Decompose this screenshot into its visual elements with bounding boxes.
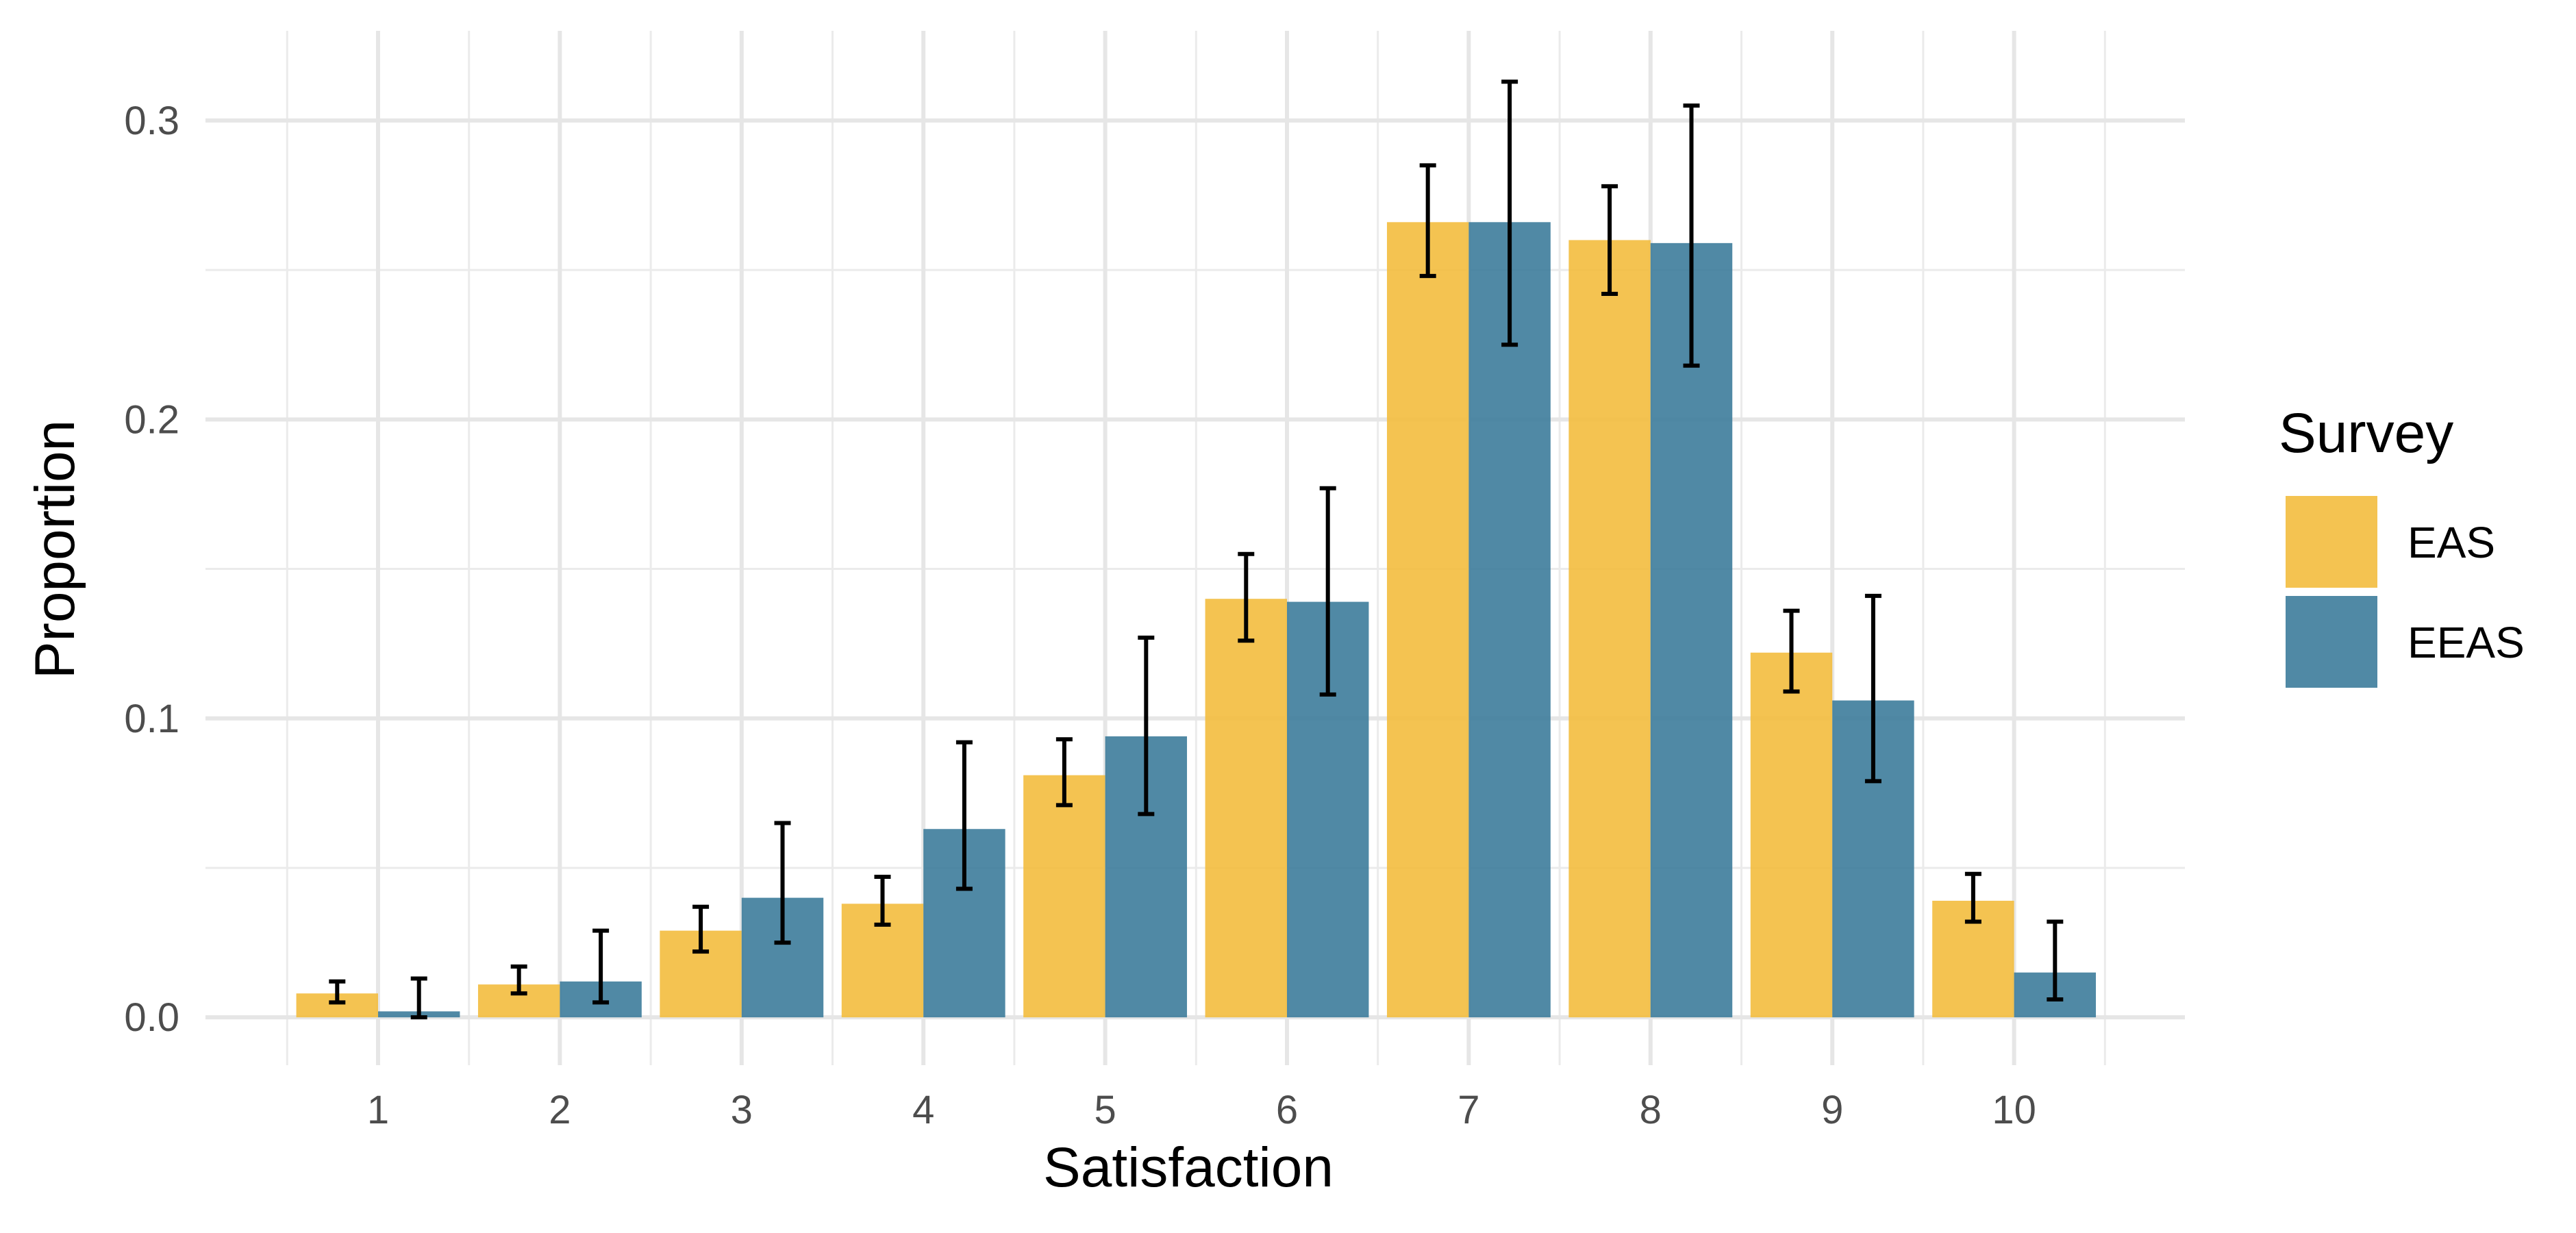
- errorbar-eeas-8: [1683, 103, 1700, 368]
- errorbar-eas-8: [1601, 184, 1618, 297]
- errorbar-eeas-2: [592, 928, 610, 1005]
- x-tick-label: 7: [1458, 1088, 1479, 1132]
- errorbar-eas-7: [1419, 163, 1436, 278]
- minor-gridlines: [205, 31, 2185, 1065]
- legend-label-eas: EAS: [2408, 518, 2495, 567]
- bar-eeas-7: [1468, 222, 1551, 1018]
- x-tick-label: 8: [1640, 1088, 1662, 1132]
- errorbar-eeas-5: [1138, 635, 1155, 817]
- bar-eas-5: [1023, 775, 1105, 1018]
- x-tick-label: 9: [1821, 1088, 1843, 1132]
- errorbar-eeas-4: [955, 740, 973, 891]
- y-tick-label: 0.1: [124, 697, 179, 741]
- errorbar-eeas-7: [1501, 79, 1518, 347]
- legend: Survey EAS EEAS: [2279, 402, 2525, 688]
- errorbar-eeas-3: [774, 821, 791, 945]
- errorbar-eas-6: [1238, 551, 1255, 643]
- bar-eeas-8: [1650, 242, 1733, 1018]
- y-axis-title: Proportion: [24, 420, 86, 679]
- x-tick-labels: 1 2 3 4 5 6 7 8 9 10: [367, 1088, 2036, 1132]
- bar-eas-9: [1750, 652, 1833, 1018]
- bar-eas-8: [1568, 240, 1651, 1018]
- errorbar-eeas-1: [410, 976, 427, 1020]
- x-tick-label: 10: [1992, 1088, 2036, 1132]
- y-tick-labels: 0.0 0.1 0.2 0.3: [124, 99, 179, 1040]
- bar-eas-6: [1205, 599, 1287, 1018]
- errorbar-eeas-6: [1319, 486, 1336, 697]
- bar-eas-7: [1386, 222, 1469, 1018]
- errorbar-eas-4: [874, 875, 891, 927]
- errorbar-eas-9: [1783, 608, 1800, 694]
- y-tick-label: 0.3: [124, 99, 179, 143]
- legend-label-eeas: EEAS: [2408, 618, 2525, 667]
- x-tick-label: 4: [912, 1088, 934, 1132]
- x-axis-title: Satisfaction: [1043, 1136, 1334, 1199]
- legend-title: Survey: [2279, 402, 2453, 464]
- errorbar-eeas-9: [1864, 593, 1881, 784]
- errorbar-eeas-10: [2047, 919, 2064, 1001]
- legend-key-eas: [2286, 496, 2377, 588]
- y-tick-label: 0.2: [124, 397, 179, 442]
- errorbar-eas-3: [692, 904, 710, 954]
- x-tick-label: 5: [1094, 1088, 1116, 1132]
- errorbar-eas-5: [1055, 737, 1073, 808]
- y-tick-label: 0.0: [124, 995, 179, 1040]
- error-bars: [329, 79, 2064, 1020]
- x-tick-label: 2: [549, 1088, 571, 1132]
- x-tick-label: 3: [731, 1088, 753, 1132]
- errorbar-eas-10: [1964, 871, 1981, 924]
- x-tick-label: 1: [367, 1088, 389, 1132]
- errorbar-eas-2: [510, 964, 527, 996]
- x-tick-label: 6: [1276, 1088, 1298, 1132]
- legend-key-eeas: [2286, 596, 2377, 688]
- errorbar-eas-1: [329, 979, 346, 1005]
